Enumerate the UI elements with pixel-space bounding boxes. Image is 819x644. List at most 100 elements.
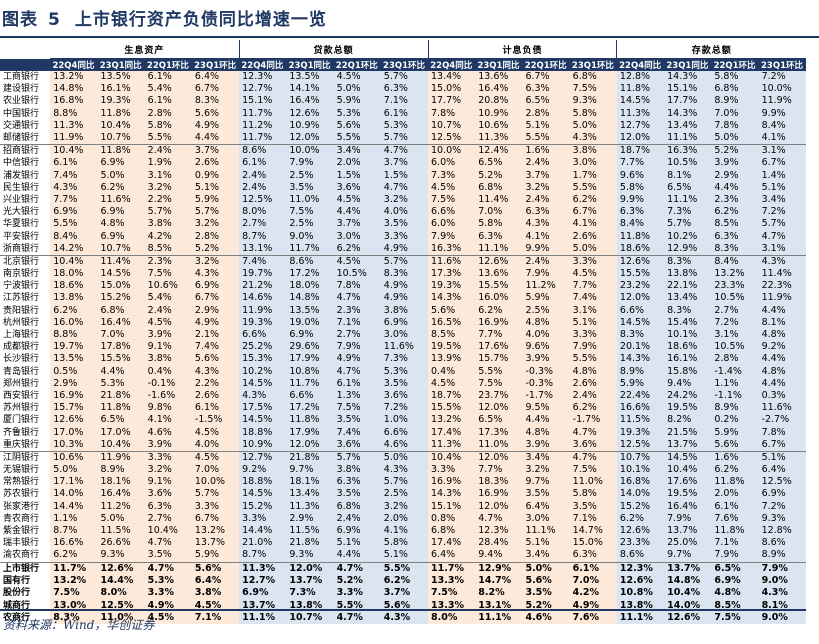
value-cell: 3.3% <box>569 254 617 268</box>
value-cell: 18.8% <box>239 476 287 489</box>
value-cell: 6.7% <box>758 438 806 452</box>
value-cell: 10.5% <box>664 157 712 170</box>
value-cell: 3.4% <box>522 450 570 464</box>
value-cell: 7.9% <box>758 561 806 575</box>
table-row: 宁波银行 18.6% 15.0% 10.6% 6.9% 21.2% 18.0% 7.8% 4.9… <box>0 280 806 293</box>
value-cell: 5.5% <box>333 131 381 145</box>
data-table: 生息资产 贷款总额 计息负债 存款总额 22Q4同比 23Q1同比 22Q1环比 23… <box>0 40 806 625</box>
value-cell: 6.7% <box>191 512 240 525</box>
value-cell: 6.9% <box>50 206 98 219</box>
aggregate-row: 国有行 13.2% 14.4% 5.3% 6.4% 12.7% 13.7% 5.2% 6.2% 1… <box>0 574 806 588</box>
value-cell: 4.4% <box>758 304 806 317</box>
value-cell: 7.9% <box>522 268 570 281</box>
value-cell: 19.5% <box>664 402 712 415</box>
source-note: 资料来源：Wind，华创证券 <box>3 618 155 632</box>
value-cell: 4.8% <box>711 587 759 600</box>
table-row: 常熟银行 17.1% 18.1% 9.1% 10.0% 18.8% 18.1% 6.3% 5.7… <box>0 476 806 489</box>
value-cell: 3.1% <box>569 304 617 317</box>
value-cell: 6.5% <box>97 414 145 427</box>
table-row: 华夏银行 5.5% 4.8% 3.8% 3.2% 2.7% 2.5% 3.7% 3.5% 6.0%… <box>0 218 806 231</box>
value-cell: 10.9% <box>286 119 334 132</box>
value-cell: 3.5% <box>380 218 429 231</box>
value-cell: 11.8% <box>616 83 665 96</box>
value-cell: 6.9% <box>333 524 381 538</box>
value-cell: 8.5% <box>711 218 759 231</box>
value-cell: 11.9% <box>97 450 145 464</box>
value-cell: 14.8% <box>50 83 98 96</box>
value-cell: 6.1% <box>711 500 759 513</box>
value-cell: 6.9% <box>286 328 334 342</box>
value-cell: 3.0% <box>522 512 570 525</box>
value-cell: 2.9% <box>286 512 334 525</box>
value-cell: 6.4% <box>758 464 806 477</box>
column-header: 22Q1环比 <box>711 58 759 71</box>
value-cell: 15.7% <box>475 353 523 366</box>
value-cell: 5.7% <box>380 476 429 489</box>
value-cell: 14.5% <box>239 414 287 427</box>
value-cell: 11.9% <box>758 292 806 305</box>
value-cell: 11.2% <box>522 280 570 293</box>
value-cell: 10.6% <box>50 450 98 464</box>
value-cell: 4.3% <box>380 464 429 477</box>
value-cell: 4.4% <box>333 549 381 562</box>
bank-name-cell: 交通银行 <box>3 120 40 131</box>
value-cell: 11.3% <box>428 438 476 452</box>
value-cell: 9.6% <box>616 169 665 182</box>
value-cell: 3.3% <box>191 500 240 513</box>
value-cell: 5.0% <box>97 169 145 182</box>
value-cell: 17.3% <box>475 426 523 439</box>
value-cell: 6.2% <box>711 206 759 219</box>
value-cell: 17.1% <box>50 476 98 489</box>
table-row: 兴业银行 7.7% 11.6% 2.2% 5.9% 12.5% 11.0% 4.5% 3.2% 7… <box>0 193 806 207</box>
value-cell: 11.3% <box>286 500 334 513</box>
value-cell: 17.0% <box>50 426 98 439</box>
value-cell: 7.5% <box>475 377 523 390</box>
value-cell: 5.3% <box>380 365 429 378</box>
value-cell: 10.1% <box>616 464 665 477</box>
value-cell: 6.1% <box>333 377 381 390</box>
value-cell: 4.7% <box>144 537 192 550</box>
value-cell: 17.7% <box>428 95 476 108</box>
value-cell: 2.8% <box>711 353 759 366</box>
value-cell: 4.5% <box>333 71 381 84</box>
value-cell: 14.3% <box>664 107 712 120</box>
value-cell: 4.1% <box>569 218 617 231</box>
value-cell: 3.7% <box>380 157 429 170</box>
value-cell: 16.4% <box>664 500 712 513</box>
figure-title: 图表 5 上市银行资产负债同比增速一览 <box>2 4 327 36</box>
value-cell: 3.9% <box>144 328 192 342</box>
bank-name-cell: 平安银行 <box>3 231 40 242</box>
value-cell: 2.3% <box>144 254 192 268</box>
value-cell: 2.5% <box>286 218 334 231</box>
aggregate-row: 城商行 13.0% 12.5% 4.9% 4.5% 13.7% 13.8% 5.5% 5.6% 1… <box>0 599 806 613</box>
value-cell: 17.7% <box>664 95 712 108</box>
value-cell: 2.5% <box>380 488 429 501</box>
value-cell: 5.3% <box>144 574 192 588</box>
value-cell: 2.4% <box>333 512 381 525</box>
value-cell: 13.2% <box>428 414 476 427</box>
bank-name-cell: 宁波银行 <box>3 281 40 292</box>
value-cell: 4.9% <box>191 119 240 132</box>
value-cell: 19.5% <box>664 488 712 501</box>
value-cell: 5.6% <box>191 107 240 120</box>
value-cell: 14.5% <box>664 450 712 464</box>
value-cell: 9.7% <box>286 464 334 477</box>
value-cell: 6.6% <box>428 206 476 219</box>
bank-name-cell: 城商行 <box>3 600 31 611</box>
value-cell: -2.7% <box>758 414 806 427</box>
value-cell: 12.0% <box>616 131 665 145</box>
value-cell: 5.0% <box>711 131 759 145</box>
value-cell: 7.0% <box>97 328 145 342</box>
bank-name-cell: 贵阳银行 <box>3 305 40 316</box>
value-cell: 2.9% <box>191 304 240 317</box>
value-cell: 8.9% <box>711 402 759 415</box>
bank-name-cell: 北京银行 <box>0 254 51 268</box>
value-cell: 4.3% <box>50 181 98 194</box>
value-cell: 4.8% <box>97 218 145 231</box>
group-header-row: 生息资产 贷款总额 计息负债 存款总额 <box>0 40 806 59</box>
value-cell: 16.0% <box>50 316 98 329</box>
value-cell: 11.8% <box>97 402 145 415</box>
value-cell: 5.7% <box>758 218 806 231</box>
value-cell: 5.0% <box>97 512 145 525</box>
value-cell: 8.1% <box>758 599 806 613</box>
